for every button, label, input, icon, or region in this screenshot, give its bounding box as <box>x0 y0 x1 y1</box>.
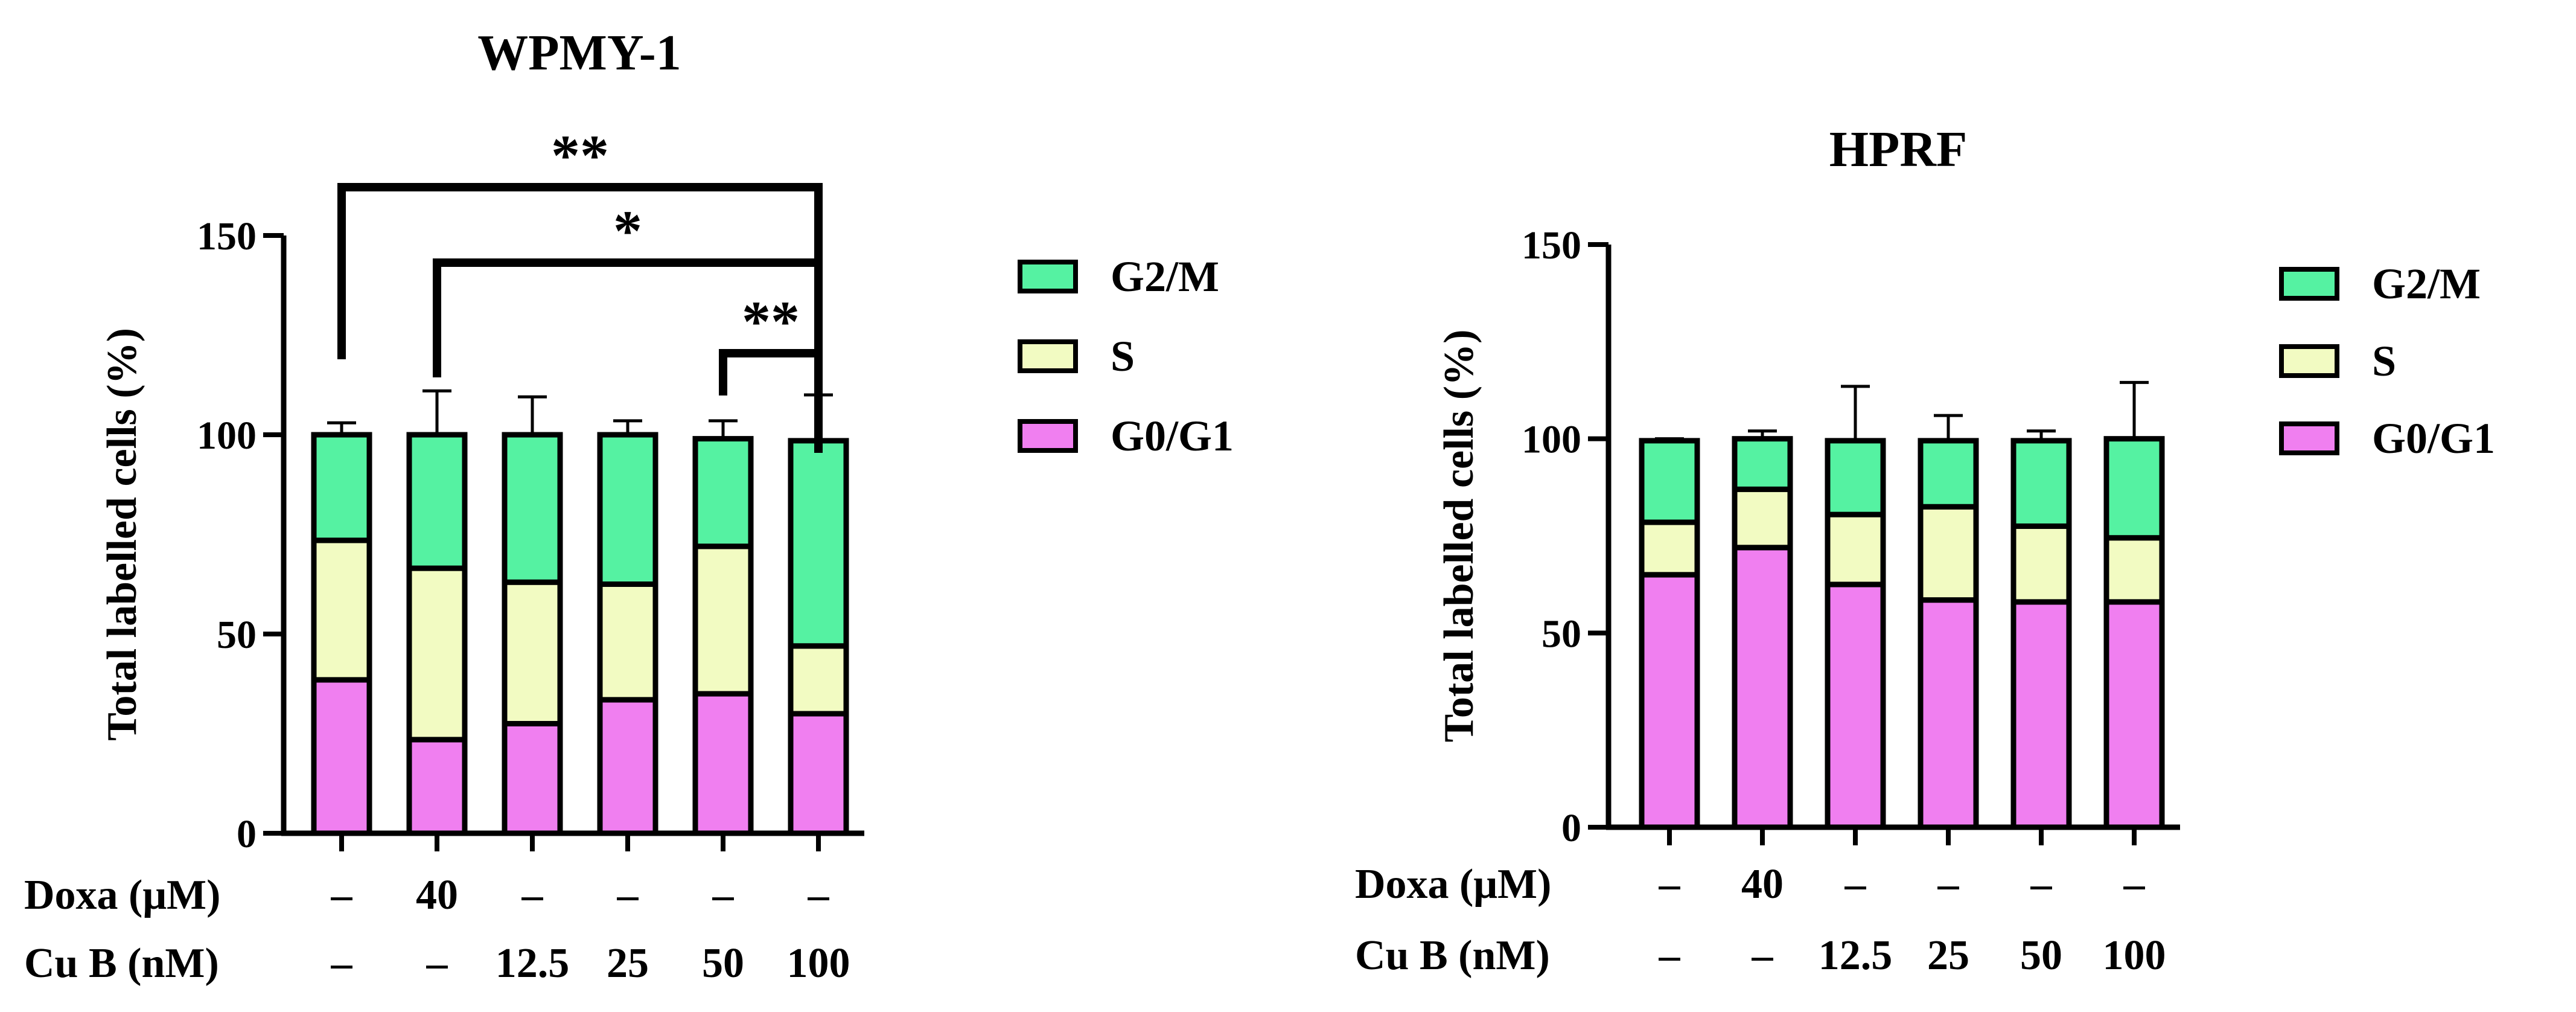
significance-label: ** <box>551 123 609 188</box>
legend-swatch-s <box>1018 339 1078 373</box>
condition-value: – <box>2123 861 2146 908</box>
bar-segment-g2m <box>502 432 563 585</box>
bar-segment-g2m <box>692 436 754 549</box>
condition-value: 50 <box>2020 932 2062 979</box>
bar-segment-g0g1 <box>2010 599 2072 830</box>
bar-segment-g0g1 <box>406 737 468 836</box>
condition-value: – <box>1659 861 1681 908</box>
y-tick-label: 150 <box>197 214 257 258</box>
bar-segment-s <box>1639 519 1700 578</box>
bar-segment-g0g1 <box>1732 545 1793 830</box>
y-tick-label: 50 <box>217 613 257 657</box>
significance-label: * <box>613 199 642 263</box>
bar-segment-s <box>1732 486 1793 551</box>
significance-bracket <box>719 349 823 453</box>
bar-segment-g2m <box>1825 438 1886 517</box>
bar-segment-s <box>406 565 468 743</box>
bar-segment-s <box>2103 535 2165 605</box>
condition-value: – <box>712 872 735 918</box>
bar-segment-g0g1 <box>692 691 754 836</box>
bar-segment-g2m <box>2010 438 2072 529</box>
panel-hprf: HPRF Total labelled cells (%) 0 50 100 150 Dox… <box>1355 121 2495 979</box>
legend-swatch-g2m <box>1018 260 1078 293</box>
bar-segment-s <box>2010 523 2072 605</box>
bar-segment-s <box>692 543 754 697</box>
condition-value: 50 <box>702 940 744 987</box>
condition-value: – <box>617 872 639 918</box>
legend-swatch-s <box>2279 344 2339 378</box>
condition-value: – <box>1937 861 1960 908</box>
bar-segment-g2m <box>1639 438 1700 525</box>
bar-segment-s <box>311 537 372 683</box>
condition-row-label: Doxa (μM) <box>24 872 220 918</box>
condition-value: 25 <box>1927 932 1969 979</box>
y-tick-label: 0 <box>237 812 257 856</box>
chart-title: WPMY-1 <box>477 25 681 81</box>
legend-label: G0/G1 <box>2372 414 2495 463</box>
legend-label: G2/M <box>1111 252 1219 301</box>
condition-value: – <box>2030 861 2053 908</box>
chart-title: HPRF <box>1829 121 1968 178</box>
condition-value: – <box>521 872 544 918</box>
panel-wpmy-1: WPMY-1 Total labelled cells (%) 0 50 100 150 D… <box>24 25 1234 987</box>
bar-segment-s <box>502 579 563 727</box>
condition-row-label: Cu B (nM) <box>1355 932 1550 979</box>
condition-row-label: Cu B (nM) <box>24 940 219 987</box>
bar-segment-s <box>788 643 849 717</box>
bar-segment-g0g1 <box>311 677 372 836</box>
bar-segment-s <box>597 581 658 703</box>
bar-segment-g2m <box>2103 436 2165 541</box>
bar-segment-g2m <box>406 432 468 571</box>
condition-value: – <box>426 940 448 987</box>
condition-value: 40 <box>416 872 458 918</box>
y-axis-label: Total labelled cells (%) <box>1436 330 1482 743</box>
legend-label: G2/M <box>2372 260 2481 308</box>
y-tick-label: 150 <box>1522 223 1581 267</box>
significance-label: ** <box>742 289 800 354</box>
condition-value: 12.5 <box>1819 932 1893 979</box>
condition-value: – <box>1844 861 1867 908</box>
bar-segment-g0g1 <box>502 721 563 836</box>
bar-segment-g0g1 <box>1825 581 1886 830</box>
condition-value: 100 <box>787 940 850 987</box>
legend-label: G0/G1 <box>1111 412 1234 460</box>
condition-value: – <box>331 872 353 918</box>
bar-segment-g0g1 <box>1918 597 1979 830</box>
condition-value: 25 <box>607 940 649 987</box>
legend-swatch-g0g1 <box>2279 421 2339 455</box>
bar-segment-g2m <box>311 432 372 543</box>
bar-segment-g2m <box>788 438 849 649</box>
legend-swatch-g0g1 <box>1018 419 1078 453</box>
condition-value: 12.5 <box>496 940 570 987</box>
y-tick-label: 50 <box>1541 612 1581 656</box>
condition-value: 40 <box>1741 861 1784 908</box>
legend-swatch-g2m <box>2279 267 2339 301</box>
bar-segment-g0g1 <box>597 697 658 836</box>
legend-label: S <box>2372 337 2396 385</box>
condition-row-label: Doxa (μM) <box>1355 861 1551 908</box>
bar-segment-g2m <box>1918 438 1979 510</box>
condition-value: 100 <box>2103 932 2166 979</box>
legend-label: S <box>1111 332 1135 380</box>
bar-segment-g0g1 <box>2103 599 2165 830</box>
bar-segment-s <box>1825 511 1886 588</box>
bar-segment-g2m <box>597 432 658 587</box>
condition-value: – <box>1659 932 1681 979</box>
y-tick-label: 100 <box>1522 418 1581 462</box>
bar-segment-g0g1 <box>1639 572 1700 830</box>
condition-value: – <box>1752 932 1774 979</box>
condition-value: – <box>331 940 353 987</box>
condition-value: – <box>808 872 830 918</box>
y-tick-label: 0 <box>1561 806 1581 850</box>
y-axis-label: Total labelled cells (%) <box>99 328 145 741</box>
bar-segment-s <box>1918 504 1979 603</box>
bar-segment-g2m <box>1732 436 1793 492</box>
bar-segment-g0g1 <box>788 711 849 836</box>
y-tick-label: 100 <box>197 414 257 458</box>
